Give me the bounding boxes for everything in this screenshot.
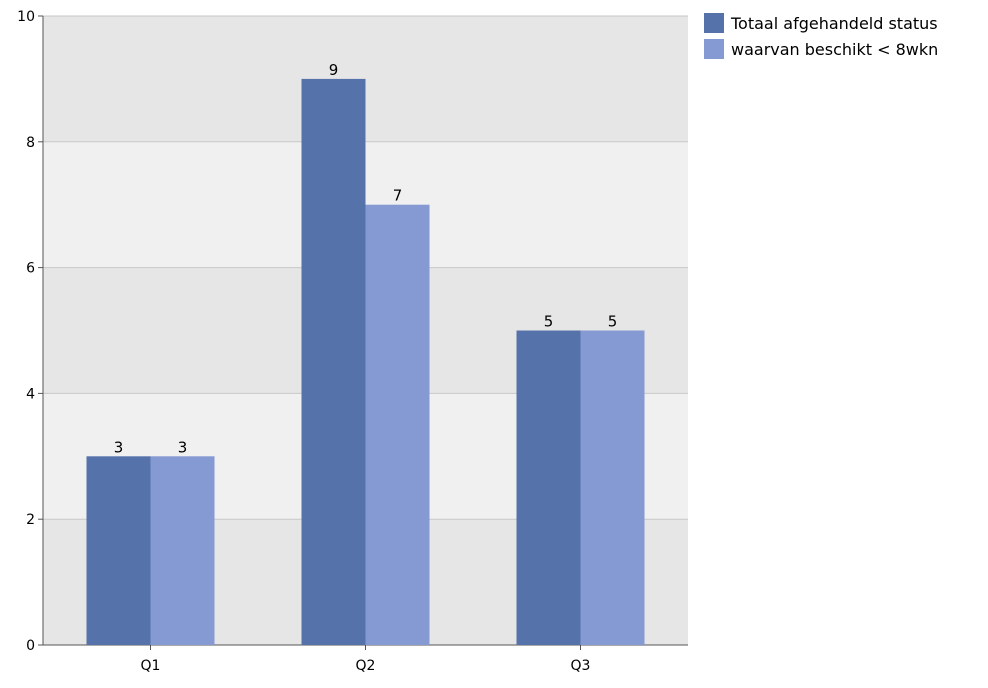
legend-item-series-2: waarvan beschikt < 8wkn: [704, 36, 938, 62]
x-tick-label: Q3: [571, 658, 591, 674]
y-tick-label: 10: [17, 9, 35, 25]
bar-q3-series-1: [516, 330, 581, 645]
data-label: 7: [393, 187, 403, 205]
y-tick-label: 4: [26, 386, 35, 402]
y-tick-label: 6: [26, 261, 35, 277]
legend-label-series-2: waarvan beschikt < 8wkn: [731, 39, 939, 59]
bar-q1-series-2: [150, 456, 215, 645]
data-label: 5: [608, 313, 618, 331]
x-tick-label: Q2: [356, 658, 376, 674]
x-tick-label: Q1: [141, 658, 161, 674]
legend-swatch-series-2: [704, 39, 724, 59]
y-tick-label: 2: [26, 512, 35, 528]
bar-chart: 0 2 4 6 8 10 3 3 Q1 9 7 Q2 5 5 Q3: [17, 9, 688, 674]
legend-label-series-1: Totaal afgehandeld status: [731, 13, 938, 33]
data-label: 3: [178, 438, 188, 456]
data-label: 9: [329, 61, 339, 79]
bar-q2-series-1: [301, 78, 366, 645]
bar-q1-series-1: [86, 456, 151, 645]
bar-q3-series-2: [580, 330, 645, 645]
y-tick-label: 8: [26, 135, 35, 151]
y-tick-label: 0: [26, 638, 35, 654]
data-label: 5: [544, 313, 554, 331]
legend: Totaal afgehandeld status waarvan beschi…: [704, 10, 938, 62]
legend-item-series-1: Totaal afgehandeld status: [704, 10, 938, 36]
bar-q2-series-2: [365, 204, 430, 645]
legend-swatch-series-1: [704, 13, 724, 33]
data-label: 3: [114, 438, 124, 456]
